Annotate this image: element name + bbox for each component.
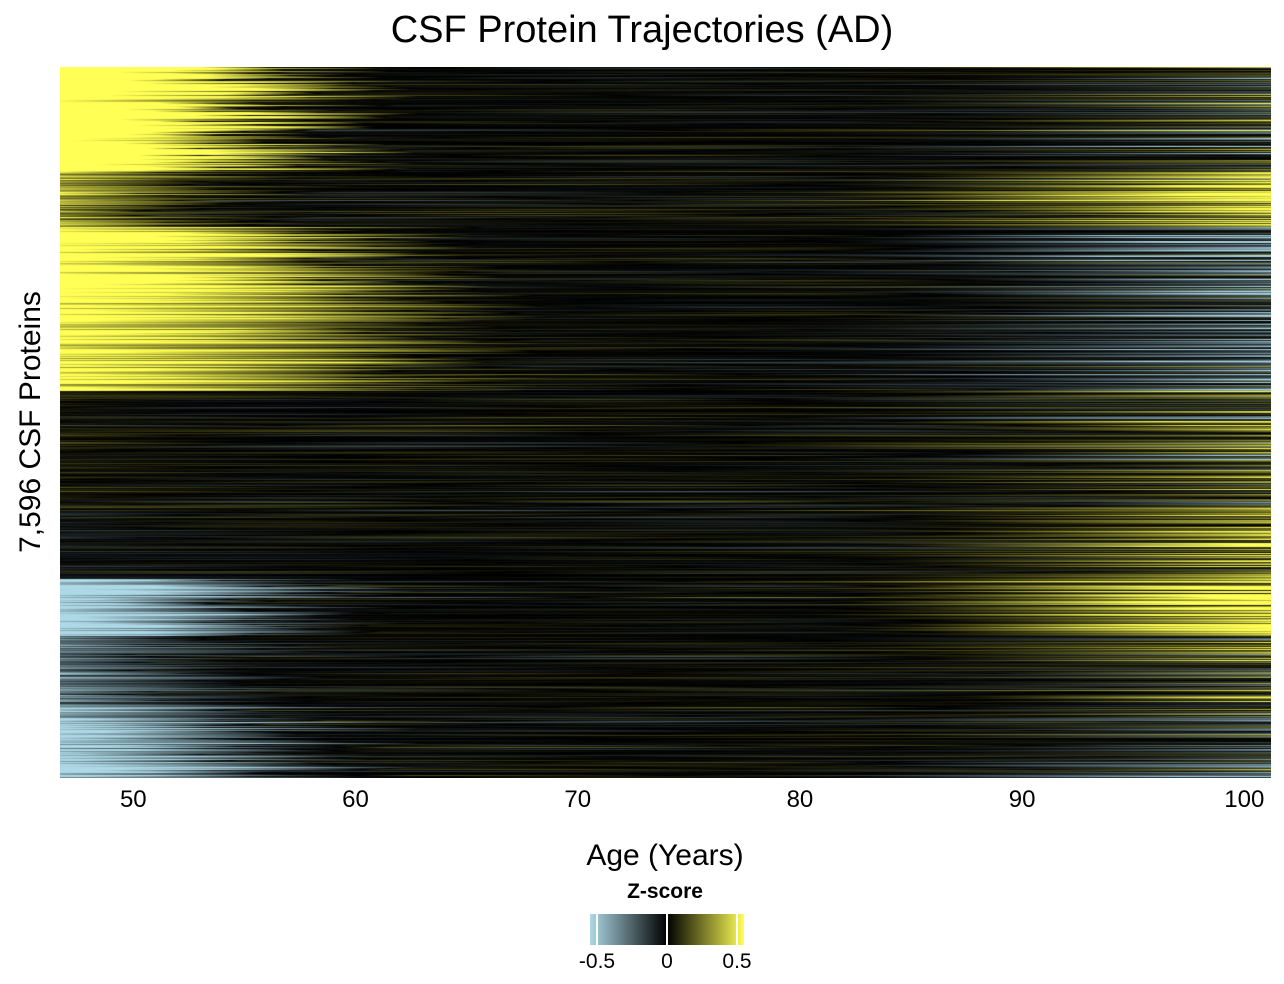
colorbar-tick-label: 0 <box>661 950 673 973</box>
heatmap-plot <box>60 67 1271 778</box>
colorbar <box>590 914 744 945</box>
x-axis-label: Age (Years) <box>586 839 744 872</box>
colorbar-tick <box>736 914 738 945</box>
x-tick-label: 80 <box>786 786 814 813</box>
legend-title: Z-score <box>627 880 703 903</box>
colorbar-tick-label: -0.5 <box>578 950 616 973</box>
x-tick-label: 70 <box>564 786 592 813</box>
x-tick-label: 100 <box>1224 786 1265 813</box>
colorbar-tick <box>666 914 668 945</box>
y-axis-label: 7,596 CSF Proteins <box>14 291 47 553</box>
colorbar-tick <box>596 914 598 945</box>
x-tick-label: 60 <box>342 786 369 813</box>
x-tick-label: 50 <box>119 786 147 813</box>
chart-title: CSF Protein Trajectories (AD) <box>390 9 894 51</box>
colorbar-tick-label: 0.5 <box>722 950 752 973</box>
x-tick-label: 90 <box>1008 786 1036 813</box>
